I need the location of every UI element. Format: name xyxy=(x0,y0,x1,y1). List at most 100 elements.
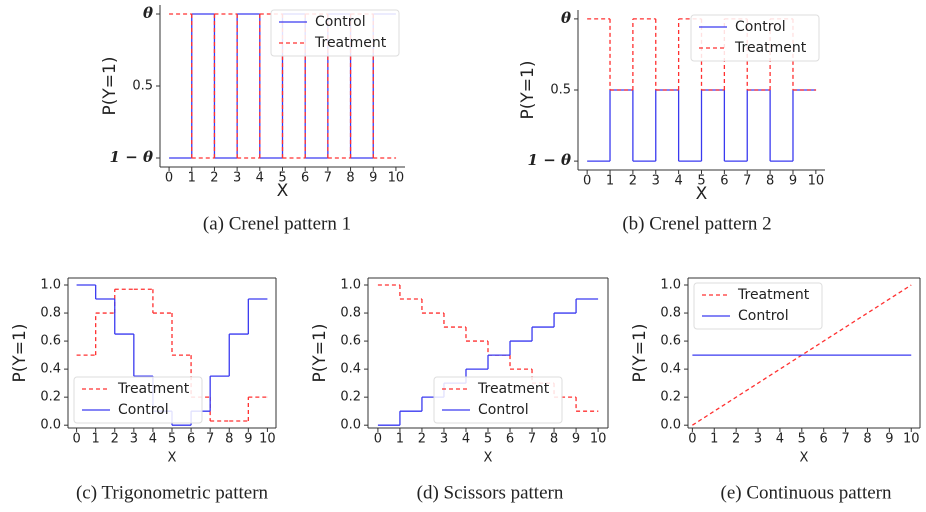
y-tick-label: 0.2 xyxy=(660,390,681,405)
x-tick-label: 3 xyxy=(754,432,762,447)
y-tick-label: 0.2 xyxy=(40,390,61,405)
y-tick-label: 0.5 xyxy=(132,79,153,94)
legend-label: Control xyxy=(478,402,529,418)
y-tick-label: 0.4 xyxy=(340,362,361,377)
y-axis-label: P(Y=1) xyxy=(10,324,30,383)
y-tick-label: 0.2 xyxy=(340,390,361,405)
y-axis-label: P(Y=1) xyxy=(518,61,538,120)
x-tick-label: 7 xyxy=(206,432,214,447)
x-tick-label: 0 xyxy=(72,432,80,447)
x-tick-label: 4 xyxy=(674,174,682,189)
legend-label: Treatment xyxy=(117,381,190,397)
x-tick-label: 0 xyxy=(688,432,696,447)
y-axis-label: P(Y=1) xyxy=(630,324,650,383)
caption: (b) Crenel pattern 2 xyxy=(622,213,771,234)
y-tick-label: 0.8 xyxy=(660,306,681,321)
y-tick-label: 0.6 xyxy=(340,334,361,349)
x-tick-label: 9 xyxy=(369,171,377,186)
chart: 0 1 2 3 4 5 6 7 8 9 10 0.0 0.2 0.4 0.6 0.8 1.0 X P(Y=1) Tre… xyxy=(10,277,277,503)
x-tick-label: 1 xyxy=(606,174,614,189)
x-tick-label: 0 xyxy=(165,171,173,186)
x-tick-label: 9 xyxy=(885,432,893,447)
x-tick-label: 7 xyxy=(743,174,751,189)
x-tick-label: 8 xyxy=(766,174,774,189)
x-axis-label: X xyxy=(168,451,177,466)
x-tick-label: 3 xyxy=(440,432,448,447)
chart: 0 1 2 3 4 5 6 7 8 9 10 0.0 0.2 0.4 0.6 0.8 1.0 X P(Y=1) Tre… xyxy=(630,277,921,503)
x-tick-label: 8 xyxy=(346,171,354,186)
legend-label: Control xyxy=(735,19,786,35)
x-tick-label: 9 xyxy=(572,432,580,447)
x-tick-label: 3 xyxy=(130,432,138,447)
x-tick-label: 10 xyxy=(388,171,405,186)
x-tick-label: 2 xyxy=(732,432,740,447)
x-tick-label: 5 xyxy=(798,432,806,447)
chart: 0 1 2 3 4 5 6 7 8 9 10 1 − θ 0.5 θ X P(Y=1) Control Treat… xyxy=(100,4,405,234)
y-tick-label: 0.4 xyxy=(40,362,61,377)
caption: (a) Crenel pattern 1 xyxy=(203,213,351,234)
x-tick-label: 9 xyxy=(244,432,252,447)
x-axis-label: X xyxy=(484,451,493,466)
x-tick-label: 5 xyxy=(278,171,286,186)
x-tick-label: 8 xyxy=(225,432,233,447)
y-tick-label: 0.5 xyxy=(550,83,571,98)
caption: (d) Scissors pattern xyxy=(417,482,564,503)
x-tick-label: 2 xyxy=(629,174,637,189)
x-tick-label: 1 xyxy=(92,432,100,447)
legend-label: Control xyxy=(118,402,169,418)
y-tick-label: 0.8 xyxy=(340,306,361,321)
x-tick-label: 3 xyxy=(233,171,241,186)
x-axis-label: X xyxy=(696,184,708,204)
x-tick-label: 1 xyxy=(188,171,196,186)
y-tick-label: θ xyxy=(143,4,153,22)
x-tick-label: 7 xyxy=(324,171,332,186)
x-tick-label: 5 xyxy=(168,432,176,447)
x-tick-label: 10 xyxy=(903,432,920,447)
x-tick-label: 9 xyxy=(789,174,797,189)
x-tick-label: 0 xyxy=(583,174,591,189)
chart: 0 1 2 3 4 5 6 7 8 9 10 0.0 0.2 0.4 0.6 0.8 1.0 X P(Y=1) Tre… xyxy=(310,277,609,503)
x-tick-label: 4 xyxy=(462,432,470,447)
y-tick-label: 0.6 xyxy=(40,334,61,349)
x-tick-label: 0 xyxy=(374,432,382,447)
y-axis-label: P(Y=1) xyxy=(310,324,330,383)
x-tick-label: 5 xyxy=(697,174,705,189)
x-tick-label: 1 xyxy=(396,432,404,447)
y-tick-label: 1.0 xyxy=(340,278,361,293)
x-tick-label: 4 xyxy=(776,432,784,447)
x-tick-label: 6 xyxy=(820,432,828,447)
y-tick-label: 0.0 xyxy=(40,418,61,433)
legend-label: Control xyxy=(315,14,366,30)
x-tick-label: 2 xyxy=(111,432,119,447)
y-tick-label: 0.6 xyxy=(660,334,681,349)
x-tick-label: 2 xyxy=(418,432,426,447)
x-tick-label: 6 xyxy=(301,171,309,186)
x-tick-label: 8 xyxy=(550,432,558,447)
x-tick-label: 2 xyxy=(210,171,218,186)
y-tick-label: 1 − θ xyxy=(528,151,571,169)
x-tick-label: 3 xyxy=(652,174,660,189)
y-tick-label: 0.8 xyxy=(40,306,61,321)
x-tick-label: 4 xyxy=(149,432,157,447)
x-tick-label: 10 xyxy=(259,432,276,447)
legend-label: Treatment xyxy=(314,35,387,51)
caption: (c) Trigonometric pattern xyxy=(76,482,269,503)
y-tick-label: 1 − θ xyxy=(110,148,153,166)
x-axis-label: X xyxy=(277,181,289,201)
y-tick-label: 0.4 xyxy=(660,362,681,377)
y-tick-label: θ xyxy=(561,9,571,27)
y-tick-label: 0.0 xyxy=(340,418,361,433)
x-tick-label: 6 xyxy=(720,174,728,189)
x-tick-label: 7 xyxy=(528,432,536,447)
legend-label: Treatment xyxy=(737,287,810,303)
y-tick-label: 1.0 xyxy=(660,278,681,293)
x-tick-label: 4 xyxy=(256,171,264,186)
x-tick-label: 6 xyxy=(187,432,195,447)
x-tick-label: 1 xyxy=(710,432,718,447)
x-tick-label: 10 xyxy=(590,432,607,447)
x-tick-label: 8 xyxy=(863,432,871,447)
legend-label: Treatment xyxy=(734,40,807,56)
y-tick-label: 0.0 xyxy=(660,418,681,433)
y-tick-label: 1.0 xyxy=(40,278,61,293)
